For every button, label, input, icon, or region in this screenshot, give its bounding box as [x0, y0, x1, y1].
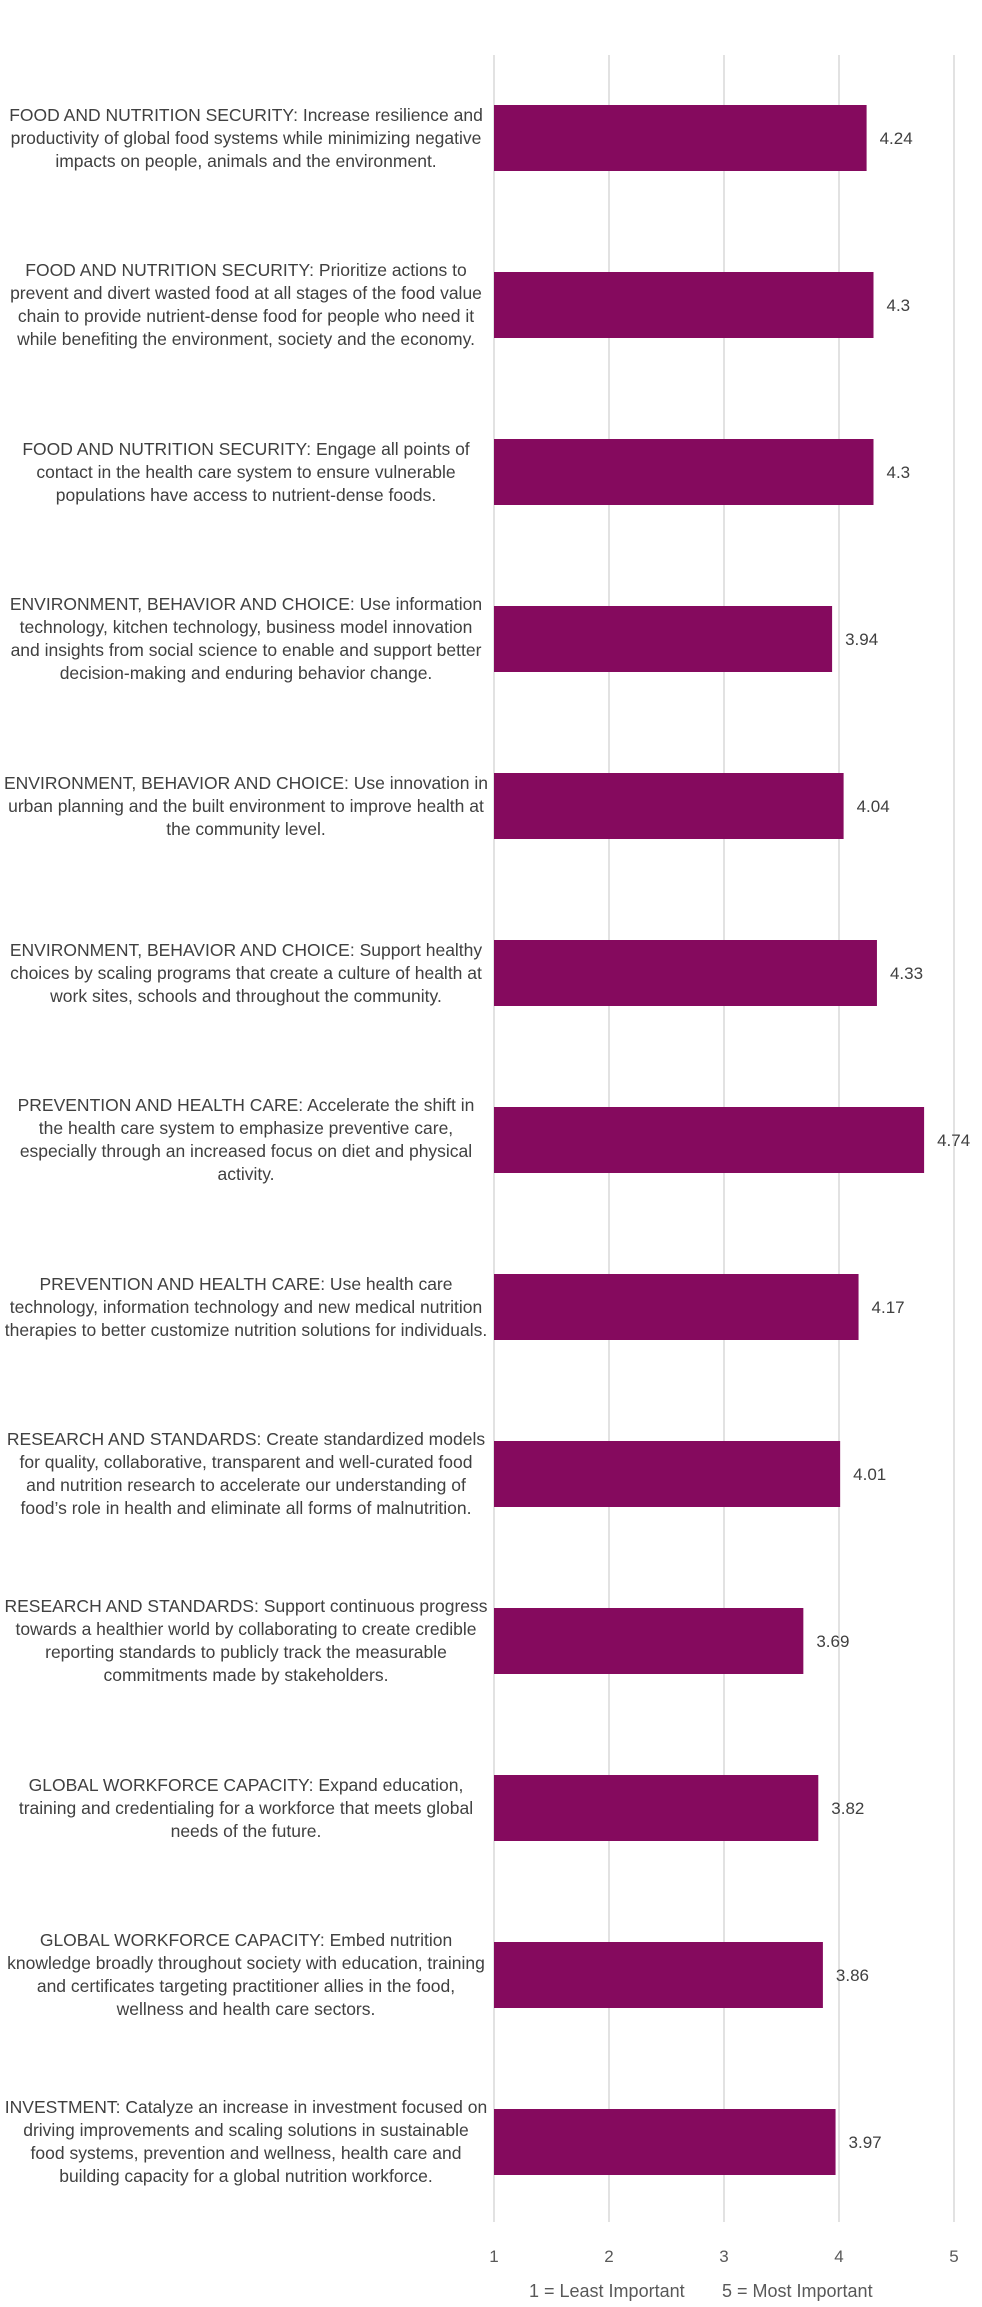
x-tick-label: 3	[719, 2247, 728, 2266]
bar	[494, 2109, 836, 2175]
bar	[494, 1942, 823, 2008]
data-label: 4.01	[853, 1465, 886, 1484]
bar	[494, 272, 874, 338]
bar	[494, 1608, 804, 1674]
value-labels: 4.24 4.3 4.3 3.94 4.04 4.33 4.74 4.17 4.01 3.69 3.…	[816, 129, 970, 2152]
data-label: 3.69	[816, 1632, 849, 1651]
x-tick-label: 4	[834, 2247, 843, 2266]
category-label: FOOD AND NUTRITION SECURITY: Increase re…	[9, 104, 483, 171]
category-label: ENVIRONMENT, BEHAVIOR AND CHOICE: Use in…	[4, 772, 488, 839]
x-tick-label: 1	[489, 2247, 498, 2266]
bars	[494, 105, 925, 2175]
data-label: 3.82	[831, 1799, 864, 1818]
bar	[494, 940, 877, 1006]
category-label: PREVENTION AND HEALTH CARE: Use health c…	[4, 1273, 488, 1340]
x-tick-label: 5	[949, 2247, 958, 2266]
category-label: INVESTMENT: Catalyze an increase in inve…	[4, 2097, 488, 2186]
category-label: GLOBAL WORKFORCE CAPACITY: Embed nutriti…	[7, 1930, 485, 2019]
data-label: 4.33	[890, 964, 923, 983]
category-label: FOOD AND NUTRITION SECURITY: Prioritize …	[10, 260, 482, 349]
data-label: 4.74	[937, 1131, 970, 1150]
bar	[494, 439, 874, 505]
legend-least-important: 1 = Least Important	[529, 2281, 685, 2301]
bar	[494, 1107, 925, 1173]
data-label: 4.24	[880, 129, 913, 148]
bar	[494, 1441, 841, 1507]
data-label: 4.3	[887, 463, 911, 482]
category-label: PREVENTION AND HEALTH CARE: Accelerate t…	[17, 1095, 475, 1184]
data-label: 3.94	[845, 630, 878, 649]
data-label: 4.17	[872, 1298, 905, 1317]
bar	[494, 606, 833, 672]
category-label: FOOD AND NUTRITION SECURITY: Engage all …	[22, 438, 470, 505]
category-label: RESEARCH AND STANDARDS: Create standardi…	[6, 1429, 486, 1518]
data-label: 3.97	[849, 2133, 882, 2152]
category-label: ENVIRONMENT, BEHAVIOR AND CHOICE: Suppor…	[9, 939, 483, 1006]
category-label: GLOBAL WORKFORCE CAPACITY: Expand educat…	[18, 1774, 474, 1841]
category-label: ENVIRONMENT, BEHAVIOR AND CHOICE: Use in…	[9, 594, 483, 683]
x-axis-ticks: 1 2 3 4 5	[489, 2247, 958, 2266]
bar	[494, 1274, 859, 1340]
x-tick-label: 2	[604, 2247, 613, 2266]
legend-most-important: 5 = Most Important	[722, 2281, 873, 2301]
bar	[494, 105, 867, 171]
data-label: 4.3	[887, 296, 911, 315]
bar	[494, 773, 844, 839]
data-label: 3.86	[836, 1966, 869, 1985]
data-label: 4.04	[857, 797, 890, 816]
bar	[494, 1775, 819, 1841]
category-label: RESEARCH AND STANDARDS: Support continuo…	[4, 1596, 488, 1685]
